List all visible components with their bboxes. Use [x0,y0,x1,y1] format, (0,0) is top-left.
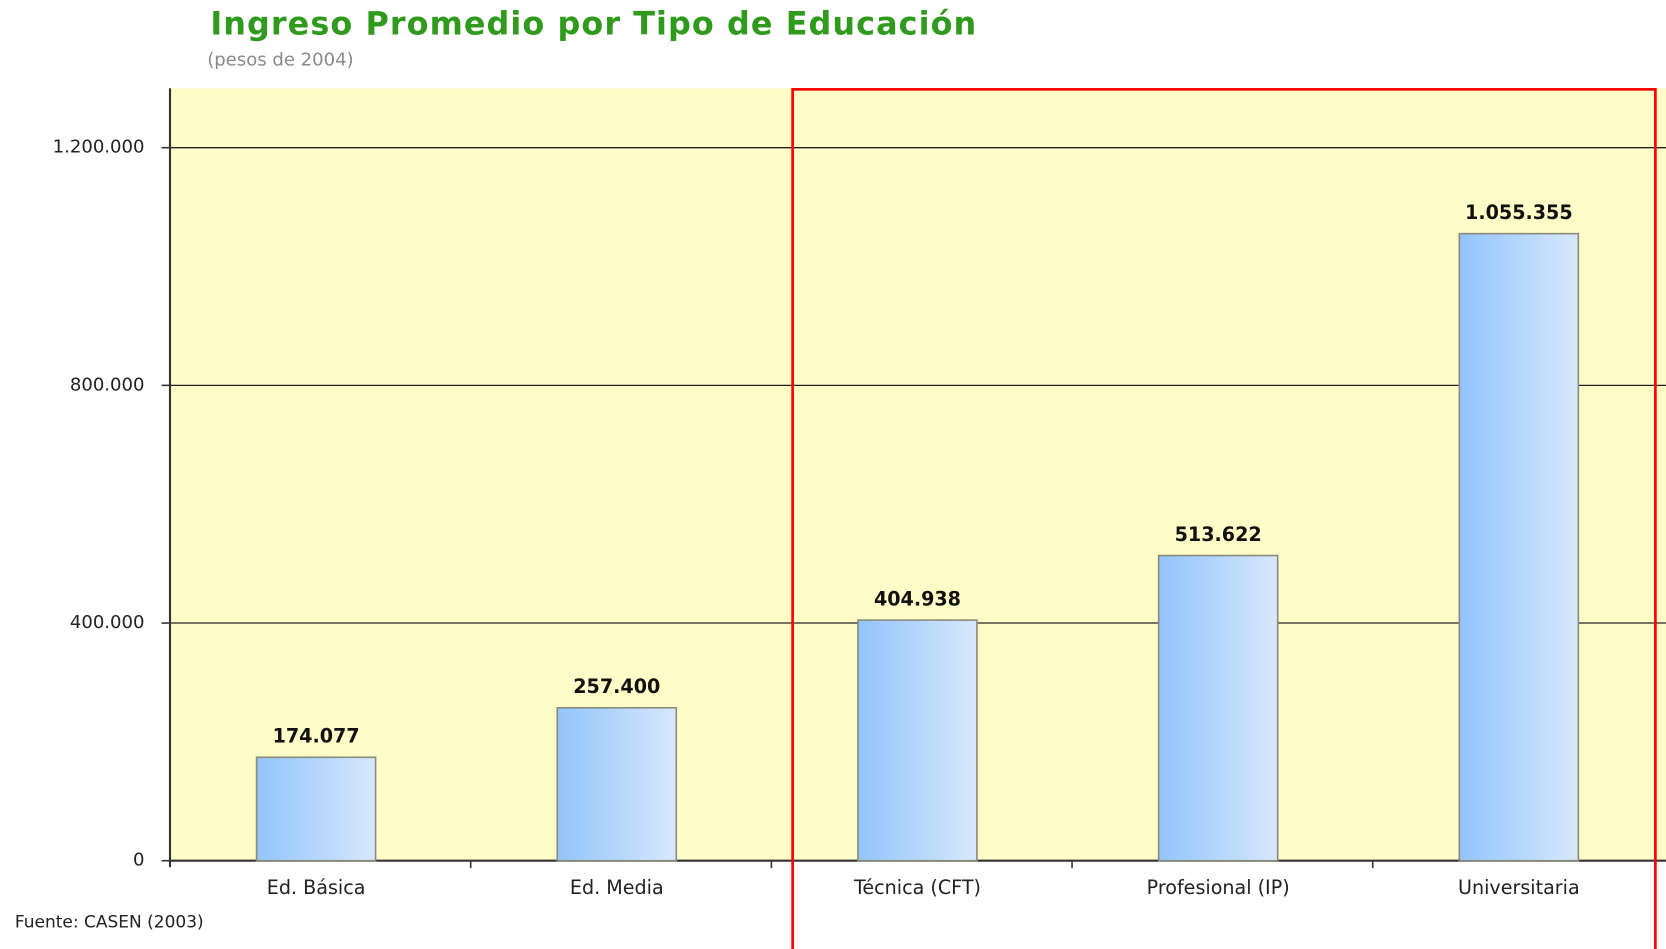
highlight-box [791,88,1657,949]
x-tick-label: Ed. Básica [267,876,366,899]
value-label: 513.622 [1175,523,1262,546]
y-tick-label: 0 [133,850,144,871]
value-label: 257.400 [573,675,660,698]
y-tick-label: 400.000 [70,612,145,633]
bar [1458,232,1580,862]
value-label: 404.938 [874,587,961,610]
x-tick-label: Universitaria [1458,876,1580,899]
value-label: 174.077 [273,725,360,748]
source-note: Fuente: CASEN (2003) [15,912,204,932]
bar [1157,554,1279,862]
chart-title: Ingreso Promedio por Tipo de Educación [210,5,977,43]
bar [255,756,377,862]
x-tick-label: Profesional (IP) [1147,876,1290,899]
y-tick-label: 1.200.000 [53,137,145,158]
value-label: 1.055.355 [1465,201,1573,224]
x-tick-label: Ed. Media [570,876,664,899]
x-tick-label: Técnica (CFT) [853,876,981,899]
bar [857,619,978,862]
bar [556,706,678,862]
chart-subtitle: (pesos de 2004) [207,50,353,71]
y-tick-label: 800.000 [70,374,145,395]
